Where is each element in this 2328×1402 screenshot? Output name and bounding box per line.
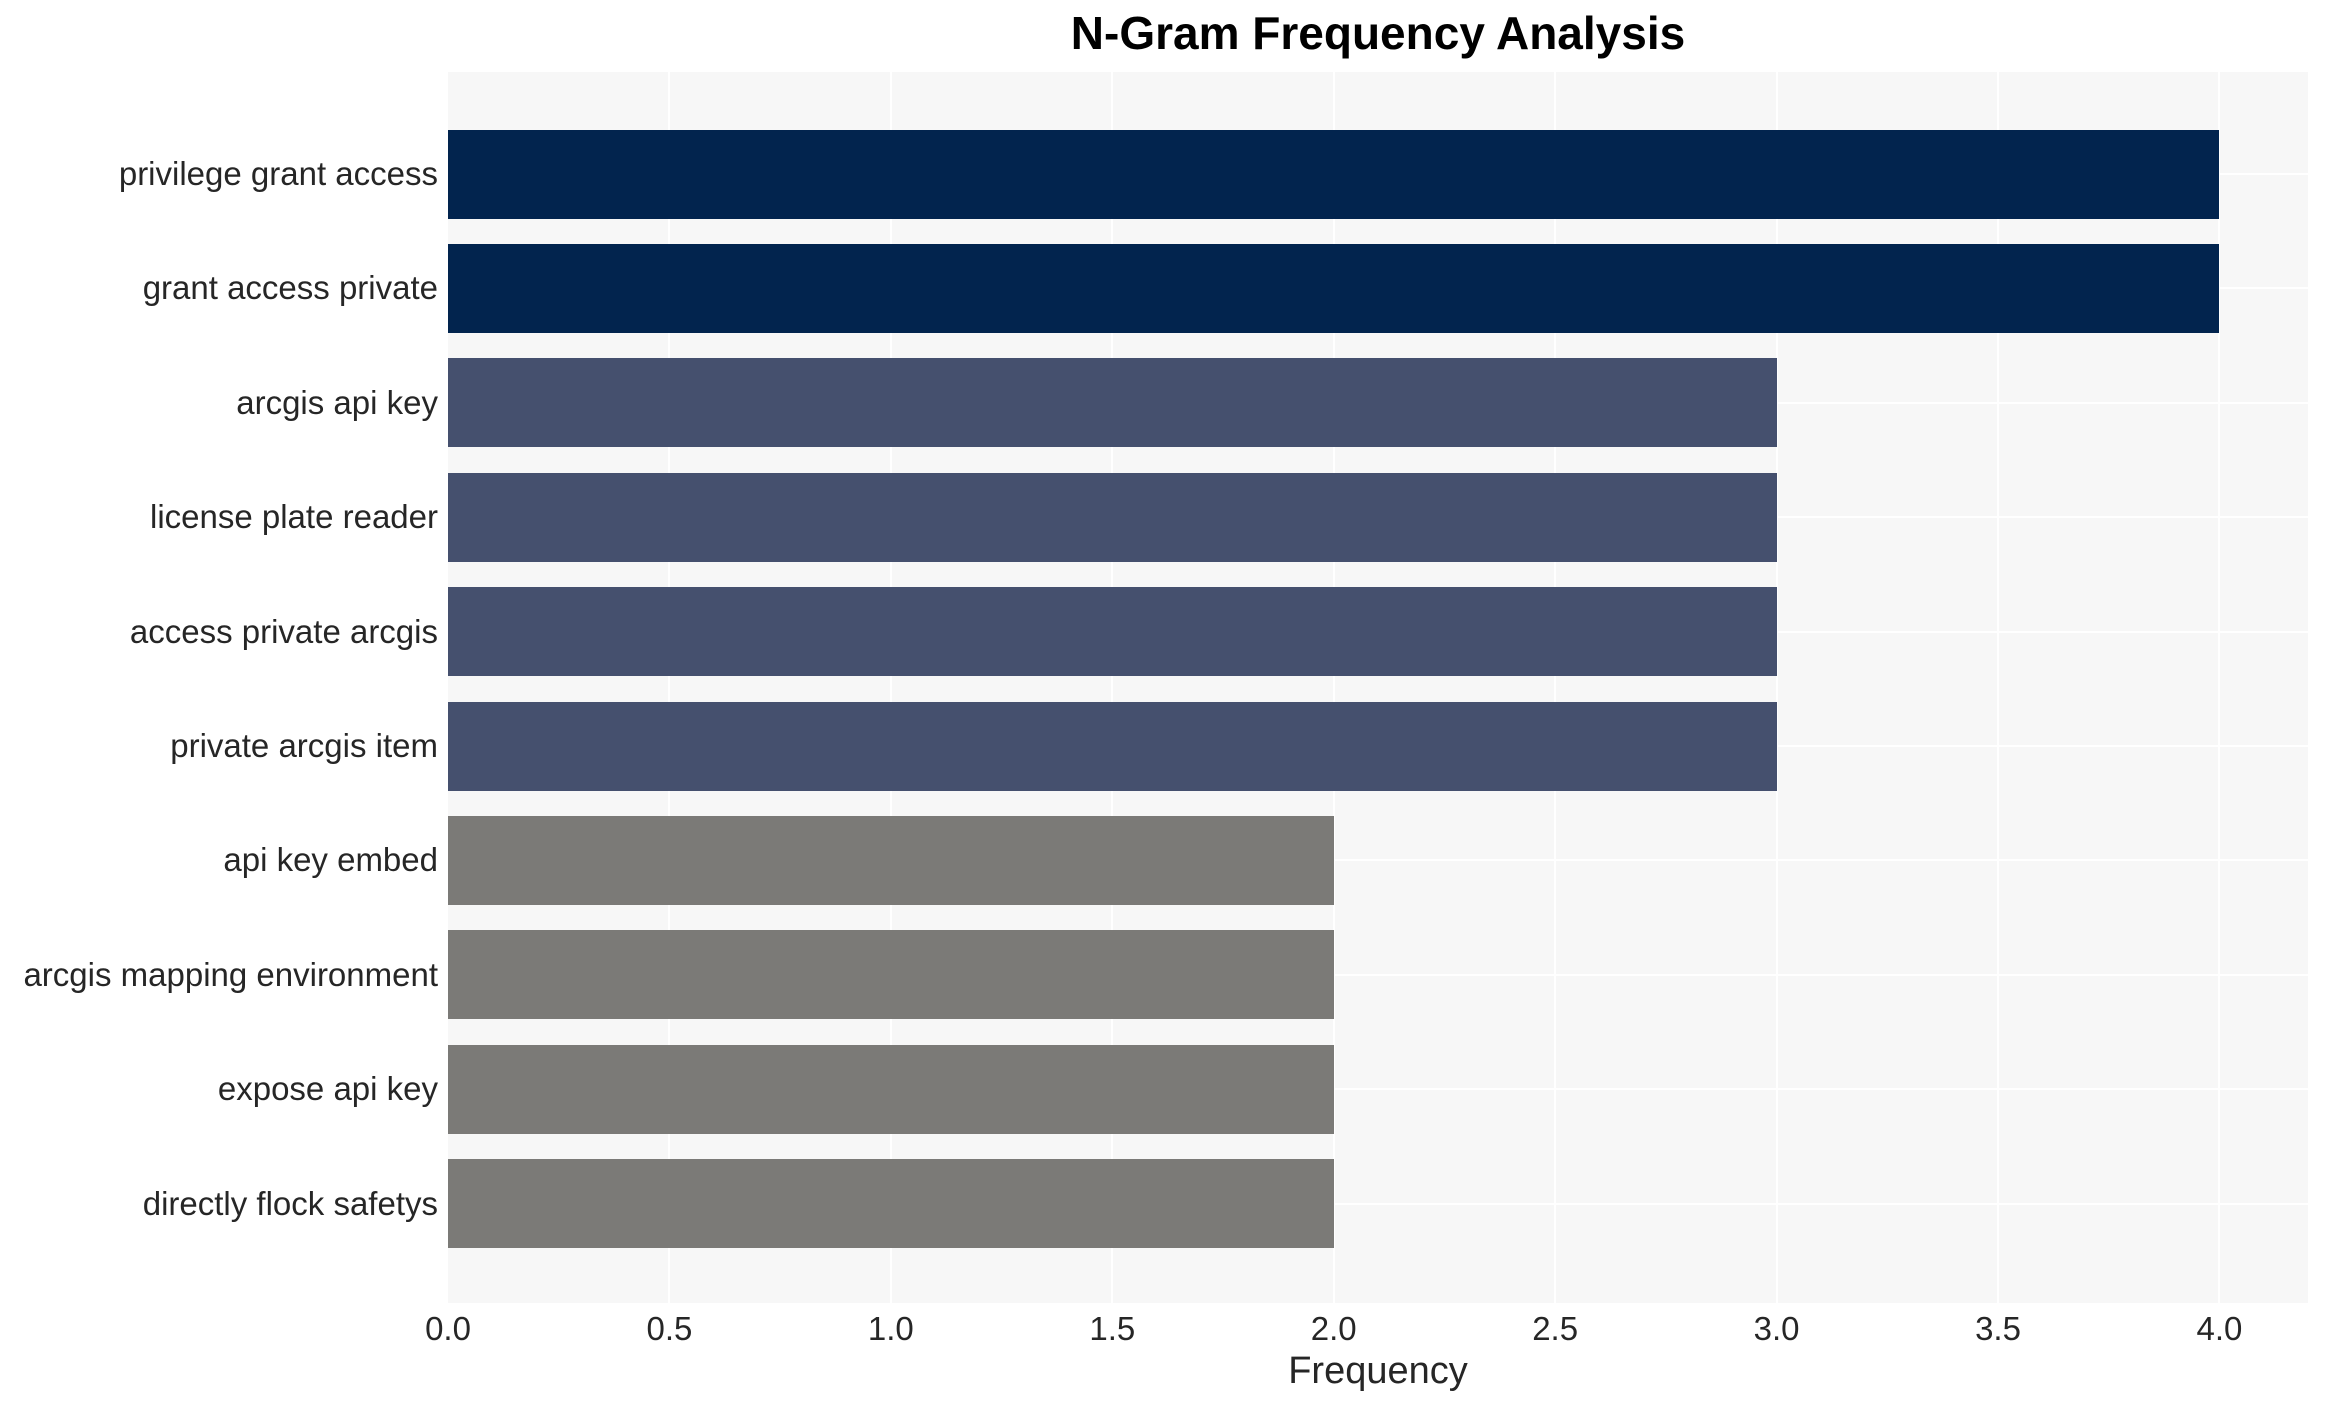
bar <box>448 587 1777 677</box>
category-label: arcgis mapping environment <box>23 955 438 993</box>
bar <box>448 701 1777 791</box>
x-tick-label: 3.0 <box>1753 1310 1800 1347</box>
plot-area <box>448 72 2308 1303</box>
x-tick-label: 1.5 <box>1089 1310 1136 1347</box>
category-label: license plate reader <box>149 498 438 536</box>
chart-title: N-Gram Frequency Analysis <box>1070 7 1686 59</box>
vertical-gridline <box>1554 72 1557 1303</box>
x-tick-label: 4.0 <box>2196 1310 2243 1347</box>
bar <box>448 815 1334 905</box>
vertical-gridline <box>1332 72 1335 1303</box>
bar <box>448 472 1777 562</box>
horizontal-gridline <box>448 1202 2308 1205</box>
category-label: api key embed <box>223 841 438 879</box>
category-label: directly flock safetys <box>142 1184 438 1222</box>
category-label: grant access private <box>142 269 438 307</box>
category-label: expose api key <box>217 1070 438 1108</box>
vertical-gridline <box>889 72 892 1303</box>
vertical-gridline <box>2218 72 2221 1303</box>
bar <box>448 243 2220 333</box>
category-label: access private arcgis <box>129 612 438 650</box>
x-tick-label: 0.5 <box>646 1310 693 1347</box>
bar <box>448 930 1334 1020</box>
horizontal-gridline <box>448 973 2308 976</box>
bar <box>448 1044 1334 1134</box>
category-label: private arcgis item <box>170 727 438 764</box>
x-axis-title: Frequency <box>1288 1350 1468 1392</box>
x-tick-label: 2.0 <box>1310 1310 1357 1347</box>
horizontal-gridline <box>448 859 2308 862</box>
vertical-gridline <box>1111 72 1114 1303</box>
horizontal-gridline <box>448 1088 2308 1091</box>
category-label: arcgis api key <box>236 383 438 421</box>
vertical-gridline <box>1775 72 1778 1303</box>
x-tick-label: 0.0 <box>425 1310 471 1347</box>
x-tick-label: 3.5 <box>1975 1310 2021 1347</box>
x-tick-label: 1.0 <box>867 1310 914 1347</box>
vertical-gridline <box>1997 72 1999 1303</box>
bar <box>448 1159 1334 1249</box>
vertical-gridline <box>668 72 671 1303</box>
bar <box>448 129 2220 219</box>
bar <box>448 358 1777 448</box>
category-label: privilege grant access <box>118 155 438 192</box>
x-tick-label: 2.5 <box>1532 1310 1579 1347</box>
